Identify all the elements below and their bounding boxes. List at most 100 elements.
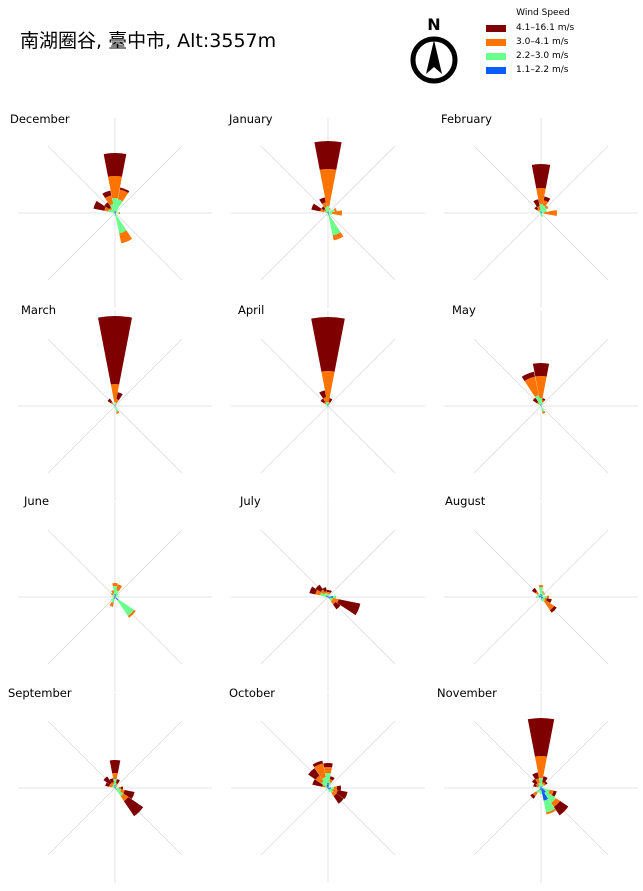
wind-petal-sse xyxy=(332,232,344,241)
wind-petal-wnw xyxy=(533,783,537,787)
wind-petal-nne xyxy=(117,189,129,202)
wind-petal-n xyxy=(112,582,118,587)
wind-petal-se xyxy=(328,788,330,790)
wind-petal-nw xyxy=(325,403,328,406)
wind-petal-ne xyxy=(115,786,117,788)
wind-petal-nw xyxy=(114,212,115,213)
wind-petal-n xyxy=(540,593,542,597)
wind-petal-n xyxy=(539,777,543,787)
wind-petal-sse xyxy=(541,788,549,801)
wind-petal-ese xyxy=(546,598,552,604)
wind-petal-nne xyxy=(541,405,542,406)
wind-petal-ssw xyxy=(109,602,114,607)
wind-petal-s xyxy=(540,213,542,217)
wind-petal-sse xyxy=(115,213,117,215)
wind-petal-nw xyxy=(315,775,324,784)
wind-petal-s xyxy=(114,213,116,217)
wind-petal-n xyxy=(314,141,342,170)
wind-petal-ne xyxy=(544,781,548,785)
wind-petal-nnw xyxy=(533,199,540,208)
wind-petal-nw xyxy=(104,202,112,210)
wind-petal-nnw xyxy=(109,778,114,783)
wind-petal-ne xyxy=(541,212,542,213)
wind-petal-ssw xyxy=(113,597,115,599)
wind-petal-w xyxy=(539,596,541,598)
wind-petal-nw xyxy=(536,401,540,405)
wind-petal-nw xyxy=(320,398,326,404)
wind-petal-nw xyxy=(534,206,539,211)
wind-petal-nne xyxy=(328,782,332,787)
wind-petal-nne xyxy=(115,405,116,406)
wind-petal-ese xyxy=(543,788,550,793)
wind-petal-w xyxy=(111,596,115,598)
wind-petal-ese xyxy=(551,790,557,797)
wind-petal-nnw xyxy=(112,784,115,788)
wind-petal-se xyxy=(127,609,136,618)
wind-petal-ene xyxy=(333,208,337,212)
wind-petal-nw xyxy=(323,208,327,212)
wind-petal-ese xyxy=(328,597,330,599)
wind-petal-nnw xyxy=(321,777,328,786)
wind-petal-se xyxy=(543,599,555,611)
wind-petal-n xyxy=(110,384,120,403)
wind-petal-ene xyxy=(328,209,335,213)
wind-petal-ne xyxy=(115,212,116,213)
wind-petal-ese xyxy=(541,597,543,599)
wind-petal-n xyxy=(327,401,329,405)
wind-petal-e xyxy=(541,212,545,214)
wind-petal-nw xyxy=(325,210,328,213)
wind-petal-se xyxy=(115,597,119,601)
wind-petal-n xyxy=(98,315,132,385)
wind-rose-panel: January xyxy=(228,112,425,308)
wind-petal-nne xyxy=(542,776,548,783)
wind-petal-nnw xyxy=(327,212,328,213)
wind-petal-nw xyxy=(109,207,113,211)
wind-petal-nne xyxy=(542,398,546,401)
wind-petal-nne xyxy=(115,783,118,786)
wind-petal-se xyxy=(330,599,336,605)
wind-petal-ese xyxy=(328,788,330,790)
wind-petal-nne xyxy=(328,596,329,597)
wind-petal-n xyxy=(327,211,329,213)
wind-petal-nnw xyxy=(111,590,115,594)
wind-petal-nnw xyxy=(314,763,326,779)
wind-petal-nnw xyxy=(323,397,328,403)
wind-petal-nne xyxy=(115,403,117,406)
wind-petal-e xyxy=(118,786,121,790)
wind-petal-ese xyxy=(123,790,135,800)
wind-petal-ssw xyxy=(111,598,115,603)
month-label: May xyxy=(452,303,476,317)
wind-petal-e xyxy=(115,787,120,789)
wind-petal-nnw xyxy=(105,195,114,206)
wind-petal-wnw xyxy=(114,212,115,213)
wind-petal-e xyxy=(546,595,550,599)
wind-petal-nnw xyxy=(114,212,115,213)
wind-rose-panel: March xyxy=(18,303,212,501)
wind-petal-nne xyxy=(328,594,330,597)
wind-rose-panel: May xyxy=(444,303,638,501)
wind-petal-nnw xyxy=(538,783,541,788)
legend-label: 3.0–4.1 m/s xyxy=(516,37,569,47)
month-label: August xyxy=(445,494,486,508)
wind-petal-nw xyxy=(538,210,541,213)
wind-petal-n xyxy=(531,163,551,189)
wind-petal-n xyxy=(311,316,345,372)
wind-petal-nnw xyxy=(534,395,541,406)
wind-rose-panel: July xyxy=(231,494,425,692)
wind-petal-nnw xyxy=(535,778,540,784)
wind-petal-sse xyxy=(541,406,542,407)
wind-petal-nnw xyxy=(321,202,327,208)
wind-petal-n xyxy=(114,784,116,788)
wind-petal-nnw xyxy=(110,204,115,213)
wind-petal-nw xyxy=(537,593,540,596)
wind-petal-e xyxy=(328,596,333,598)
wind-petal-nw xyxy=(110,401,114,405)
wind-rose-panel: April xyxy=(231,303,425,501)
wind-petal-e xyxy=(120,786,124,790)
wind-petal-nw xyxy=(321,206,326,211)
wind-petal-ne xyxy=(542,784,545,787)
wind-petal-sse xyxy=(116,411,120,414)
wind-petal-n xyxy=(539,586,543,595)
wind-rose-panel: December xyxy=(10,112,212,308)
wind-petal-ne xyxy=(544,205,549,210)
